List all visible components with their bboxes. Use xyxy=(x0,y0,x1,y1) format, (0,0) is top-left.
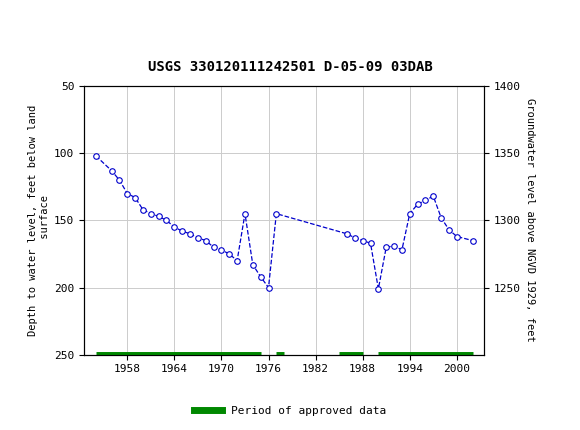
Y-axis label: Depth to water level, feet below land
 surface: Depth to water level, feet below land su… xyxy=(28,105,50,336)
Text: USGS: USGS xyxy=(44,12,99,29)
Legend: Period of approved data: Period of approved data xyxy=(190,401,390,420)
Y-axis label: Groundwater level above NGVD 1929, feet: Groundwater level above NGVD 1929, feet xyxy=(525,98,535,342)
Text: USGS 330120111242501 D-05-09 03DAB: USGS 330120111242501 D-05-09 03DAB xyxy=(148,60,432,74)
